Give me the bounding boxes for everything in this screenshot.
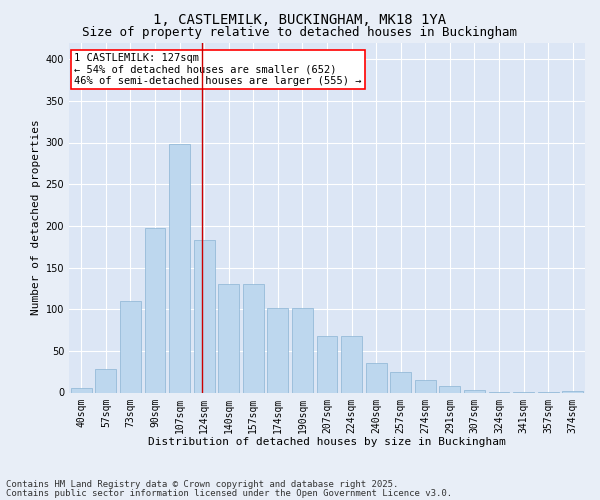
- Bar: [268, 308, 289, 392]
- Bar: [194, 240, 215, 392]
- Bar: [390, 372, 411, 392]
- Text: Contains HM Land Registry data © Crown copyright and database right 2025.: Contains HM Land Registry data © Crown c…: [6, 480, 398, 489]
- Bar: [439, 386, 460, 392]
- Text: 1 CASTLEMILK: 127sqm
← 54% of detached houses are smaller (652)
46% of semi-deta: 1 CASTLEMILK: 127sqm ← 54% of detached h…: [74, 53, 362, 86]
- Bar: [365, 362, 386, 392]
- Bar: [562, 391, 583, 392]
- Bar: [317, 336, 337, 392]
- Text: 1, CASTLEMILK, BUCKINGHAM, MK18 1YA: 1, CASTLEMILK, BUCKINGHAM, MK18 1YA: [154, 12, 446, 26]
- Text: Contains public sector information licensed under the Open Government Licence v3: Contains public sector information licen…: [6, 489, 452, 498]
- Bar: [95, 369, 116, 392]
- Text: Size of property relative to detached houses in Buckingham: Size of property relative to detached ho…: [83, 26, 517, 39]
- Bar: [415, 380, 436, 392]
- Bar: [243, 284, 264, 393]
- Bar: [145, 228, 166, 392]
- Bar: [341, 336, 362, 392]
- Y-axis label: Number of detached properties: Number of detached properties: [31, 120, 41, 316]
- Bar: [292, 308, 313, 392]
- Bar: [71, 388, 92, 392]
- Bar: [169, 144, 190, 392]
- Bar: [218, 284, 239, 393]
- Bar: [120, 301, 141, 392]
- X-axis label: Distribution of detached houses by size in Buckingham: Distribution of detached houses by size …: [148, 437, 506, 447]
- Bar: [464, 390, 485, 392]
